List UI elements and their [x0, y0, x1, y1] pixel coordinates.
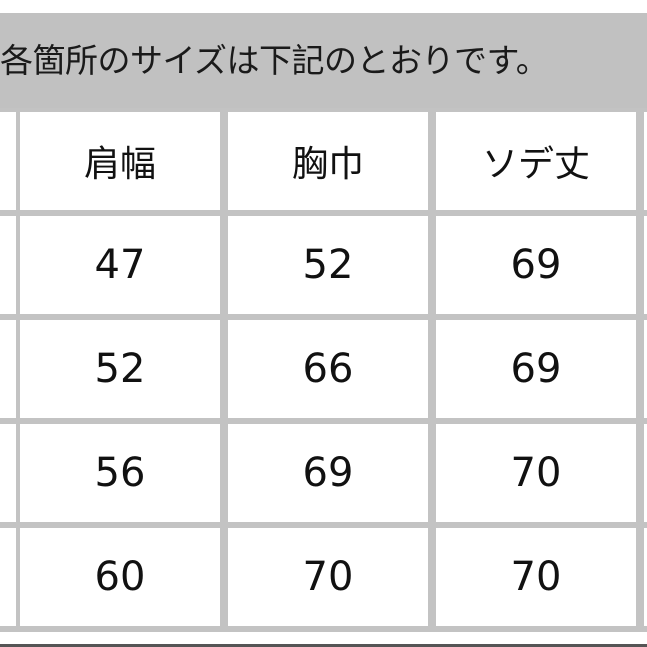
table-cell-partial [0, 424, 16, 522]
table-cell: 52 [228, 216, 428, 314]
column-header: ソデ丈 [436, 112, 636, 210]
caption-banner: 各箇所のサイズは下記のとおりです。 [0, 13, 647, 108]
column-header: 肩幅 [20, 112, 220, 210]
table-cell: 56 [20, 424, 220, 522]
table-cell: 47 [20, 216, 220, 314]
table-cell: 69 [228, 424, 428, 522]
column-header: 胸巾 [228, 112, 428, 210]
table-cell-partial [644, 528, 647, 626]
table-cell: 70 [228, 528, 428, 626]
table-cell-partial [644, 424, 647, 522]
table-cell-partial [0, 320, 16, 418]
table-cell: 66 [228, 320, 428, 418]
table-cell-partial [644, 216, 647, 314]
table-cell-partial [0, 112, 16, 210]
table-cell: 70 [436, 424, 636, 522]
table-cell: 70 [436, 528, 636, 626]
table-cell: 69 [436, 320, 636, 418]
size-table: 肩幅 胸巾 ソデ丈 47 52 69 52 66 69 56 69 70 60 70 70 [0, 108, 647, 632]
table-cell-partial [0, 216, 16, 314]
table-cell-partial [644, 112, 647, 210]
caption-text: 各箇所のサイズは下記のとおりです。 [0, 41, 549, 80]
table-cell: 69 [436, 216, 636, 314]
table-cell-partial [0, 528, 16, 626]
table-cell: 60 [20, 528, 220, 626]
table-cell: 52 [20, 320, 220, 418]
table-cell-partial [644, 320, 647, 418]
divider [0, 644, 647, 647]
